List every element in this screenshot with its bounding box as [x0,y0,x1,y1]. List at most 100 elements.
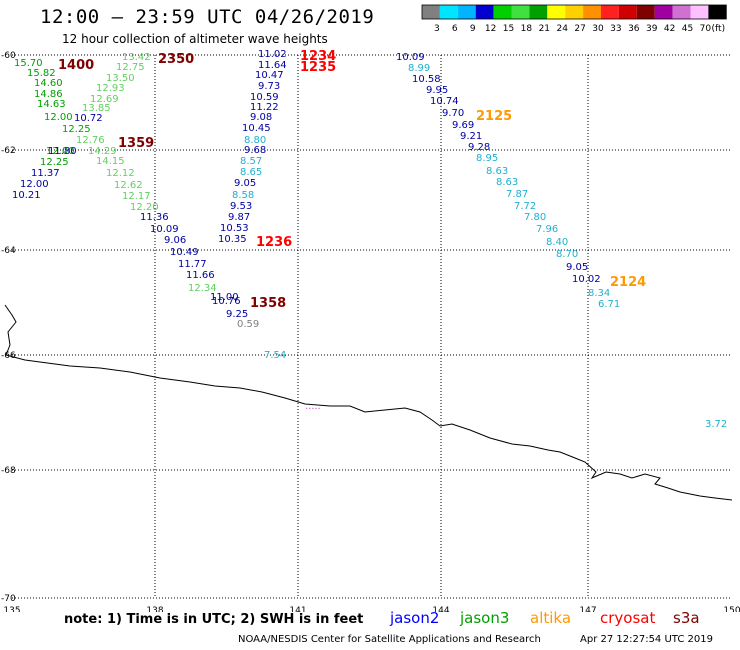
wave-height-reading: 8.63 [486,166,508,177]
latitude-label: -62 [1,146,16,156]
satellite-label-altika: altika [530,609,572,627]
wave-height-reading: 10.09 [396,52,425,63]
map-plot[interactable]: 135 138 141 144 147 150-60-62-64-66-68-70∙∙∙∙… [0,0,740,612]
wave-height-reading: 8.95 [476,153,498,164]
wave-height-reading: 10.47 [255,70,284,81]
latitude-label: -70 [1,594,16,604]
wave-height-reading: 11.77 [178,259,207,270]
wave-height-reading: 11.66 [186,270,215,281]
wave-height-reading: 3.72 [705,419,727,430]
wave-height-reading: 10.21 [12,190,41,201]
color-scale-swatch [654,5,673,19]
color-scale-swatch [672,5,691,19]
wave-height-reading: 13.42 [122,52,151,63]
wave-height-reading: 7.54 [264,350,286,361]
color-scale-swatch [618,5,637,19]
color-scale-swatch [529,5,548,19]
wave-height-reading: 10.02 [572,274,601,285]
wave-height-reading: 11.22 [250,102,279,113]
pass-time-label: 1235 [300,60,336,75]
wave-height-reading: 10.74 [430,96,459,107]
wave-height-reading: 9.73 [258,81,280,92]
satellite-label-jason3: jason3 [460,609,510,627]
wave-height-reading: 11.02 [258,49,287,60]
wave-height-reading: 8.40 [546,237,568,248]
color-scale-label: 9 [470,24,476,34]
wave-height-reading: 10.72 [74,113,103,124]
color-scale-swatch [475,5,494,19]
wave-height-reading: 10.76 [212,296,241,307]
color-scale-label: 12 [485,24,496,34]
wave-height-reading: 14.63 [37,99,66,110]
pass-time-label: 1358 [250,296,286,311]
coastline [4,304,733,501]
wave-height-reading: 10.58 [412,74,441,85]
pass-time-label: 2350 [158,52,194,67]
pass-time-label: 1400 [58,58,94,73]
wave-height-reading: 15.82 [27,68,56,79]
wave-height-reading: 8.70 [556,249,578,260]
color-scale-swatch [708,5,727,19]
wave-height-reading: 0.59 [237,319,259,330]
satellite-label-cryosat: cryosat [600,609,656,627]
wave-height-reading: 10.49 [170,247,199,258]
wave-height-reading: 14.15 [96,156,125,167]
wave-height-reading: 12.75 [116,62,145,73]
wave-height-reading: 12.25 [62,124,91,135]
wave-height-reading: 12.17 [122,191,151,202]
wave-height-reading: 12.76 [76,135,105,146]
longitude-label: 144 [432,606,449,612]
color-scale-label: 21 [539,24,550,34]
satellite-label-jason2: jason2 [390,609,440,627]
pass-time-label: 2125 [476,109,512,124]
color-scale-label: 15 [503,24,514,34]
wave-height-reading: 7.96 [536,224,558,235]
wave-height-reading: 9.28 [468,142,490,153]
wave-height-reading: 15.70 [14,58,43,69]
wave-height-reading: 9.53 [230,201,252,212]
wave-height-reading: 11.64 [258,60,287,71]
wave-height-reading: 9.06 [164,235,186,246]
wave-height-reading: 10.45 [242,123,271,134]
page-title: 12:00 – 23:59 UTC 04/26/2019 [40,6,375,28]
wave-height-reading: 12.00 [44,112,73,123]
color-scale-label: 18 [521,24,533,34]
wave-height-reading: 14.29 [88,146,117,157]
wave-height-reading: 10.09 [150,224,179,235]
pass-time-label: 1236 [256,235,292,250]
pass-time-label: 2124 [610,275,646,290]
page-subtitle: 12 hour collection of altimeter wave hei… [62,32,328,46]
longitude-label: 147 [579,606,596,612]
wave-height-reading: 8.63 [496,177,518,188]
wave-height-reading: 7.80 [524,212,546,223]
wave-height-reading: 9.70 [442,108,464,119]
wave-height-reading: 11.36 [140,212,169,223]
longitude-label: 135 [3,606,20,612]
wave-height-reading: 9.25 [226,309,248,320]
wave-height-reading: 13.50 [106,73,135,84]
color-scale-label: 70 [700,24,712,34]
color-scale-label: 39 [646,24,658,34]
wave-height-reading: 9.68 [244,145,266,156]
color-scale-label: 45 [682,24,693,34]
generation-timestamp: Apr 27 12:27:54 UTC 2019 [580,634,713,645]
color-scale-legend: 3 6 9 12 15 18 21 24 27 30 33 36 39 42 45 70 (ft) [421,4,727,34]
latitude-label: -68 [1,466,16,476]
pass-time-label: 1359 [118,136,154,151]
wave-height-reading: 11.00 [210,292,239,303]
wave-height-reading: 12.00 [20,179,49,190]
wave-height-reading: 12.20 [130,202,159,213]
color-scale-swatch [565,5,584,19]
footer-note: note: 1) Time is in UTC; 2) SWH is in fe… [64,612,364,627]
color-scale-label: 36 [628,24,640,34]
wave-height-reading: 12.69 [90,94,119,105]
color-scale-swatch [422,5,440,19]
wave-height-reading: 9.08 [250,112,272,123]
color-scale-swatch [547,5,566,19]
wave-height-reading: 9.05 [234,178,256,189]
wave-height-reading: 8.65 [240,167,262,178]
wave-height-reading: 9.21 [460,131,482,142]
color-scale-label: 33 [610,24,621,34]
wave-height-reading: 14.60 [34,78,63,89]
color-scale-swatch [439,5,458,19]
